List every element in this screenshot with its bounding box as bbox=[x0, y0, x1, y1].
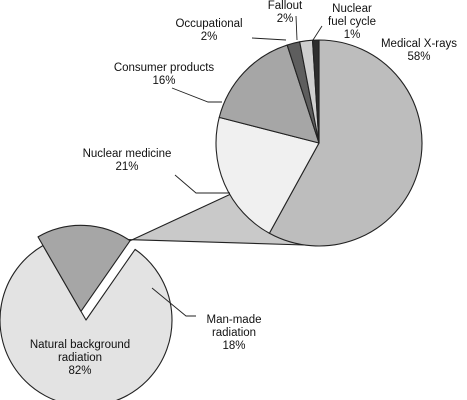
label-nuclear-medicine-line: Nuclear medicine bbox=[83, 148, 172, 160]
label-natural-background-line: Natural background bbox=[30, 339, 130, 351]
slice-medical bbox=[268, 39, 423, 247]
label-consumer-products: Consumer products 16% bbox=[114, 62, 215, 87]
label-nuclear-medicine-line: 21% bbox=[115, 161, 138, 173]
label-medical-x-rays-line: 58% bbox=[407, 51, 430, 63]
label-fallout-line: Fallout bbox=[268, 0, 303, 12]
label-man-made-line: 18% bbox=[222, 340, 245, 352]
slice-man-made bbox=[37, 224, 131, 312]
leader-nuclear-fuel-cycle bbox=[312, 25, 323, 41]
label-medical-x-rays-line: Medical X-rays bbox=[381, 38, 457, 50]
slice-consumer bbox=[218, 44, 320, 144]
label-medical-x-rays: Medical X-rays 58% bbox=[381, 38, 457, 63]
label-natural-background-line: 82% bbox=[68, 365, 91, 377]
label-occupational-line: Occupational bbox=[175, 18, 242, 30]
label-man-made-line: Man-made bbox=[207, 314, 262, 326]
label-natural-background-line: radiation bbox=[58, 352, 102, 364]
leader-man-made bbox=[151, 287, 196, 317]
leader-fallout bbox=[295, 15, 298, 41]
slice-natural-background bbox=[0, 244, 173, 400]
leader-occupational bbox=[251, 37, 287, 41]
label-man-made-line: radiation bbox=[212, 327, 256, 339]
label-nuclear-fuel-cycle-line: 1% bbox=[344, 29, 361, 41]
leader-consumer-products bbox=[171, 87, 222, 103]
connector-line-top bbox=[129, 194, 231, 242]
label-nuclear-fuel-cycle: Nuclear fuel cycle 1% bbox=[328, 3, 376, 41]
label-consumer-products-line: Consumer products bbox=[114, 62, 215, 74]
label-nuclear-fuel-cycle-line: Nuclear bbox=[332, 3, 372, 15]
label-natural-background: Natural background radiation 82% bbox=[30, 339, 130, 377]
label-consumer-products-line: 16% bbox=[152, 75, 175, 87]
slice-fuel-cycle bbox=[311, 39, 320, 144]
label-occupational: Occupational 2% bbox=[175, 18, 242, 43]
label-nuclear-fuel-cycle-line: fuel cycle bbox=[328, 16, 376, 28]
label-fallout: Fallout 2% bbox=[268, 0, 303, 25]
label-fallout-line: 2% bbox=[277, 13, 294, 25]
label-man-made: Man-made radiation 18% bbox=[207, 314, 262, 352]
slice-nuclear-medicine bbox=[215, 116, 320, 234]
label-occupational-line: 2% bbox=[201, 31, 218, 43]
label-nuclear-medicine: Nuclear medicine 21% bbox=[83, 148, 172, 173]
leader-nuclear-medicine bbox=[174, 174, 230, 194]
